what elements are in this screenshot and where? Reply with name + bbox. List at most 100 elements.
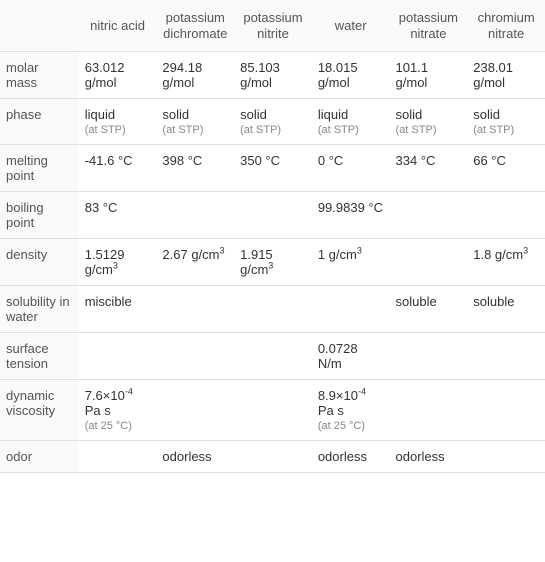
table-cell: odorless [312,441,390,473]
row-label: odor [0,441,79,473]
row-label: phase [0,99,79,145]
table-cell: liquid (at STP) [312,99,390,145]
cell-sublabel: (at 25 °C) [318,420,384,432]
row-label: melting point [0,145,79,192]
table-cell: 334 °C [390,145,468,192]
table-cell [390,333,468,380]
table-cell: 1.5129 g/cm3 [79,239,157,286]
superscript: 3 [268,261,273,271]
superscript: -4 [358,387,366,397]
table-cell: -41.6 °C [79,145,157,192]
cell-value: solid [240,107,267,122]
table-cell [156,333,234,380]
header-empty [0,0,79,52]
cell-sublabel: (at STP) [318,124,384,136]
cell-value: 101.1 g/mol [396,60,429,90]
cell-value: 99.9839 °C [318,200,383,215]
cell-value: solid [473,107,500,122]
cell-sublabel: (at STP) [85,124,151,136]
table-cell: 2.67 g/cm3 [156,239,234,286]
table-cell [390,192,468,239]
table-cell: 83 °C [79,192,157,239]
table-cell: soluble [467,286,545,333]
cell-value: 1.915 g/cm3 [240,247,273,277]
cell-value: 1 g/cm3 [318,247,362,262]
superscript: -4 [125,387,133,397]
table-cell: solid (at STP) [156,99,234,145]
table-cell: 101.1 g/mol [390,52,468,99]
table-cell: 99.9839 °C [312,192,390,239]
cell-sublabel: (at 25 °C) [85,420,151,432]
cell-sublabel: (at STP) [396,124,462,136]
table-row: density1.5129 g/cm32.67 g/cm31.915 g/cm3… [0,239,545,286]
table-cell: 8.9×10-4 Pa s (at 25 °C) [312,380,390,441]
row-label: solubility in water [0,286,79,333]
cell-value: 85.103 g/mol [240,60,280,90]
table-cell: solid (at STP) [234,99,312,145]
cell-value: miscible [85,294,132,309]
table-cell: miscible [79,286,157,333]
cell-value: 294.18 g/mol [162,60,202,90]
cell-value: liquid [318,107,348,122]
table-cell: 0 °C [312,145,390,192]
cell-value: odorless [162,449,211,464]
header-chromium-nitrate: chromium nitrate [467,0,545,52]
cell-value: 66 °C [473,153,506,168]
table-cell: soluble [390,286,468,333]
cell-value: solid [396,107,423,122]
cell-sublabel: (at STP) [240,124,306,136]
table-cell [234,286,312,333]
superscript: 3 [523,246,528,256]
cell-value: soluble [396,294,437,309]
table-cell: 85.103 g/mol [234,52,312,99]
table-cell: solid (at STP) [467,99,545,145]
table-cell [234,333,312,380]
cell-value: 1.5129 g/cm3 [85,247,125,277]
cell-value: 334 °C [396,153,436,168]
table-cell [156,192,234,239]
cell-value: 8.9×10-4 Pa s [318,388,366,418]
cell-value: odorless [396,449,445,464]
cell-value: 0.0728 N/m [318,341,358,371]
header-water: water [312,0,390,52]
cell-value: 7.6×10-4 Pa s [85,388,133,418]
table-row: molar mass63.012 g/mol294.18 g/mol85.103… [0,52,545,99]
table-cell [390,380,468,441]
cell-value: soluble [473,294,514,309]
superscript: 3 [113,261,118,271]
cell-sublabel: (at STP) [473,124,539,136]
table-cell: 1 g/cm3 [312,239,390,286]
header-nitric-acid: nitric acid [79,0,157,52]
row-label: dynamic viscosity [0,380,79,441]
cell-value: solid [162,107,189,122]
table-cell: 0.0728 N/m [312,333,390,380]
cell-value: 18.015 g/mol [318,60,358,90]
table-cell [156,380,234,441]
table-row: solubility in water miscible soluble solubl… [0,286,545,333]
table-cell: liquid(at STP) [79,99,157,145]
cell-value: 63.012 g/mol [85,60,125,90]
cell-value: 238.01 g/mol [473,60,513,90]
table-row: odor odorless odorless odorless [0,441,545,473]
cell-value: 0 °C [318,153,343,168]
table-cell: 7.6×10-4 Pa s (at 25 °C) [79,380,157,441]
row-label: boiling point [0,192,79,239]
cell-value: 2.67 g/cm3 [162,247,224,262]
table-cell: 238.01 g/mol [467,52,545,99]
table-row: melting point-41.6 °C398 °C 350 °C 0 °C 334… [0,145,545,192]
table-cell: 398 °C [156,145,234,192]
cell-value: 350 °C [240,153,280,168]
table-cell [467,441,545,473]
table-cell: 1.915 g/cm3 [234,239,312,286]
superscript: 3 [357,246,362,256]
table-cell: 66 °C [467,145,545,192]
header-potassium-dichromate: potassium dichromate [156,0,234,52]
table-cell [467,333,545,380]
cell-sublabel: (at STP) [162,124,228,136]
table-cell: solid (at STP) [390,99,468,145]
table-cell: 63.012 g/mol [79,52,157,99]
table-cell: 294.18 g/mol [156,52,234,99]
cell-value: 1.8 g/cm3 [473,247,528,262]
superscript: 3 [220,246,225,256]
cell-value: odorless [318,449,367,464]
